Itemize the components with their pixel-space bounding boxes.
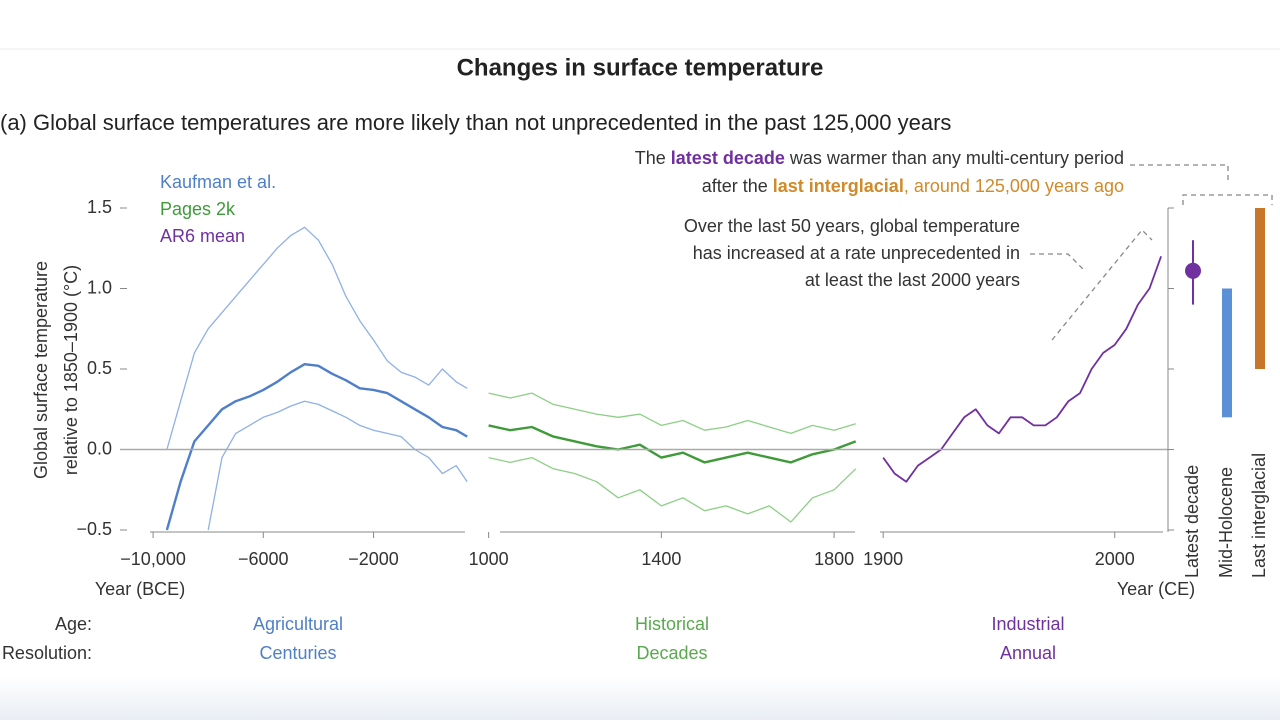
annotation-text: , around 125,000 years ago bbox=[904, 176, 1124, 196]
x-axis-label: Year (CE) bbox=[1117, 579, 1195, 599]
y-tick-label: 1.5 bbox=[87, 197, 112, 217]
x-tick-label: 1900 bbox=[863, 549, 903, 569]
range-bar bbox=[1222, 288, 1232, 418]
y-tick-label: 0.5 bbox=[87, 358, 112, 378]
x-tick-label: 1000 bbox=[469, 549, 509, 569]
x-tick-label: −10,000 bbox=[120, 549, 186, 569]
upper-bound-line bbox=[488, 392, 856, 435]
annotation-text: The bbox=[635, 148, 671, 168]
footer-value: Agricultural bbox=[253, 614, 343, 634]
category-label: Latest decade bbox=[1182, 465, 1202, 578]
footer-value: Historical bbox=[635, 614, 709, 634]
legend-entry: Kaufman et al. bbox=[160, 172, 276, 192]
x-tick-label: 1400 bbox=[641, 549, 681, 569]
mean-line bbox=[882, 255, 1162, 483]
title: Changes in surface temperature bbox=[457, 54, 824, 81]
footer-value: Annual bbox=[1000, 643, 1056, 663]
legend-entry: Pages 2k bbox=[160, 199, 236, 219]
mean-line bbox=[488, 424, 857, 464]
annotation-text: latest decade bbox=[671, 148, 785, 168]
x-tick-label: 2000 bbox=[1095, 549, 1135, 569]
x-axis-label: Year (BCE) bbox=[95, 579, 185, 599]
x-tick-label: −2000 bbox=[348, 549, 399, 569]
footer-value: Industrial bbox=[991, 614, 1064, 634]
footer-value: Centuries bbox=[259, 643, 336, 663]
footer-label: Age: bbox=[55, 614, 92, 634]
annotation: has increased at a rate unprecedented in bbox=[693, 243, 1020, 263]
y-tick-label: 1.0 bbox=[87, 277, 112, 297]
annotation: Over the last 50 years, global temperatu… bbox=[684, 216, 1020, 236]
annotation-text: after the bbox=[702, 176, 773, 196]
footer-value: Decades bbox=[636, 643, 707, 663]
mean-line bbox=[165, 363, 468, 531]
connector bbox=[1030, 253, 1085, 271]
annotation: at least the last 2000 years bbox=[805, 270, 1020, 290]
annotation: after the last interglacial, around 125,… bbox=[702, 176, 1124, 196]
annotation: The latest decade was warmer than any mu… bbox=[635, 148, 1124, 168]
category-label: Mid-Holocene bbox=[1216, 467, 1236, 578]
upper-bound-line bbox=[166, 226, 468, 450]
footer-label: Resolution: bbox=[2, 643, 92, 663]
plot-area bbox=[165, 226, 1162, 531]
y-axis-label: Global surface temperature bbox=[31, 261, 51, 479]
lower-bound-line bbox=[207, 400, 468, 531]
legend-entry: AR6 mean bbox=[160, 226, 245, 246]
footer-band bbox=[0, 676, 1280, 720]
connector bbox=[1130, 164, 1229, 182]
subtitle: (a) Global surface temperatures are more… bbox=[0, 110, 951, 135]
point bbox=[1185, 262, 1201, 279]
y-tick-label: 0.0 bbox=[87, 438, 112, 458]
category-label: Last interglacial bbox=[1249, 453, 1269, 578]
annotation-text: last interglacial bbox=[773, 176, 904, 196]
y-tick-label: −0.5 bbox=[76, 519, 112, 539]
y-axis-label: relative to 1850–1900 (°C) bbox=[61, 265, 81, 475]
x-tick-label: 1800 bbox=[814, 549, 854, 569]
lower-bound-line bbox=[488, 456, 857, 523]
annotation-text: was warmer than any multi-century period bbox=[785, 148, 1124, 168]
x-tick-label: −6000 bbox=[238, 549, 289, 569]
range-bar bbox=[1255, 208, 1265, 369]
connector bbox=[1182, 194, 1273, 205]
connector bbox=[1051, 229, 1153, 341]
